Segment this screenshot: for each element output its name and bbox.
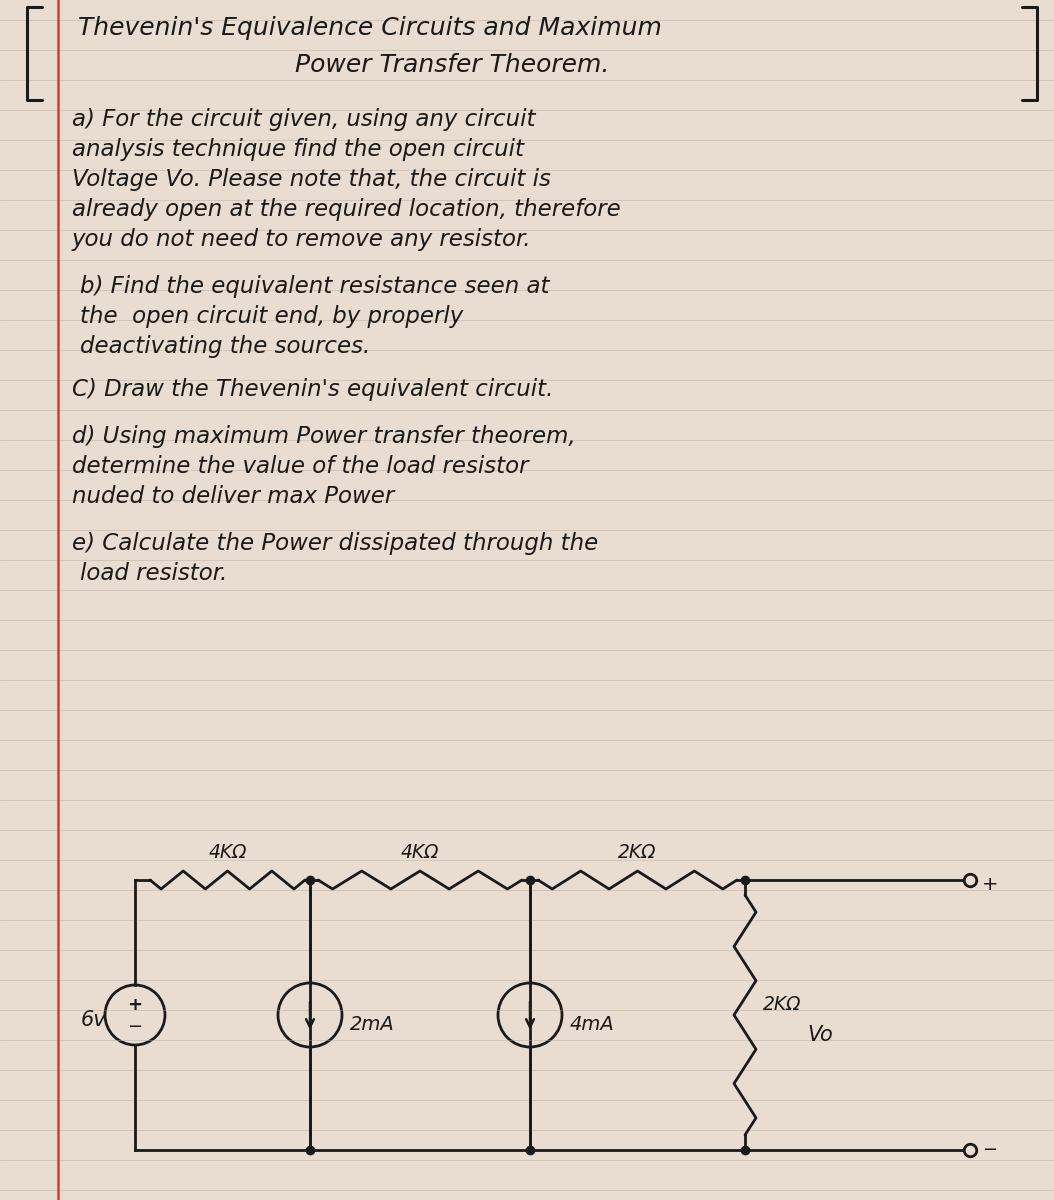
Text: −: − bbox=[128, 1018, 142, 1036]
Text: 6v: 6v bbox=[80, 1010, 105, 1030]
Text: 2mA: 2mA bbox=[350, 1015, 395, 1034]
Text: 4KΩ: 4KΩ bbox=[209, 842, 247, 862]
Text: already open at the required location, therefore: already open at the required location, t… bbox=[72, 198, 621, 221]
Text: nuded to deliver max Power: nuded to deliver max Power bbox=[72, 485, 394, 508]
Text: C) Draw the Thevenin's equivalent circuit.: C) Draw the Thevenin's equivalent circui… bbox=[72, 378, 553, 401]
Text: e) Calculate the Power dissipated through the: e) Calculate the Power dissipated throug… bbox=[72, 532, 599, 554]
Text: Vo: Vo bbox=[807, 1025, 833, 1045]
Text: analysis technique find the open circuit: analysis technique find the open circuit bbox=[72, 138, 524, 161]
Text: Voltage Vo. Please note that, the circuit is: Voltage Vo. Please note that, the circui… bbox=[72, 168, 551, 191]
Text: you do not need to remove any resistor.: you do not need to remove any resistor. bbox=[72, 228, 531, 251]
Text: 2KΩ: 2KΩ bbox=[763, 996, 801, 1014]
Text: 4mA: 4mA bbox=[570, 1015, 614, 1034]
Text: 2KΩ: 2KΩ bbox=[619, 842, 657, 862]
Text: load resistor.: load resistor. bbox=[80, 562, 228, 584]
Text: +: + bbox=[128, 996, 142, 1014]
Text: the  open circuit end, by properly: the open circuit end, by properly bbox=[80, 305, 464, 328]
Text: b) Find the equivalent resistance seen at: b) Find the equivalent resistance seen a… bbox=[80, 275, 549, 298]
Text: Power Transfer Theorem.: Power Transfer Theorem. bbox=[295, 53, 609, 77]
Text: a) For the circuit given, using any circuit: a) For the circuit given, using any circ… bbox=[72, 108, 535, 131]
Text: +: + bbox=[982, 876, 998, 894]
Text: d) Using maximum Power transfer theorem,: d) Using maximum Power transfer theorem, bbox=[72, 425, 575, 448]
Text: −: − bbox=[982, 1141, 997, 1159]
Text: Thevenin's Equivalence Circuits and Maximum: Thevenin's Equivalence Circuits and Maxi… bbox=[78, 16, 662, 40]
Text: deactivating the sources.: deactivating the sources. bbox=[80, 335, 370, 358]
Text: 4KΩ: 4KΩ bbox=[401, 842, 440, 862]
Text: determine the value of the load resistor: determine the value of the load resistor bbox=[72, 455, 528, 478]
